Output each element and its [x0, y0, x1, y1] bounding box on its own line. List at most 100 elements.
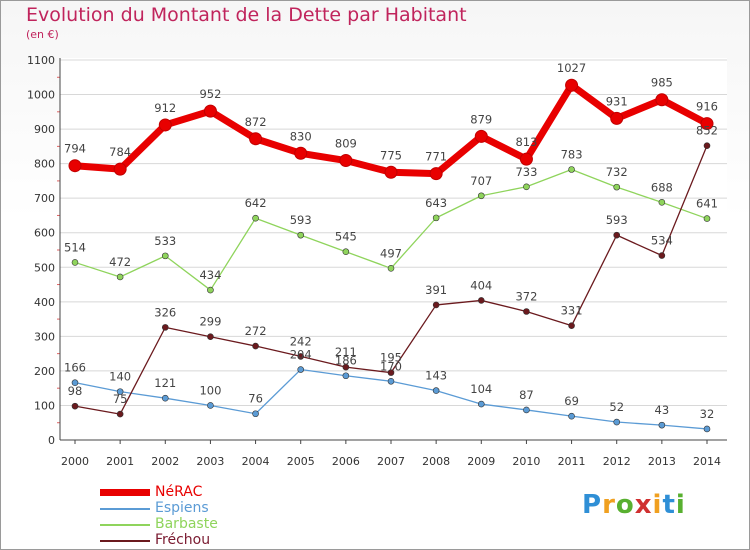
data-label-nerac-2002: 912	[154, 101, 176, 115]
y-tick-label-300: 300	[34, 330, 55, 343]
x-tick-label-2010: 2010	[512, 455, 540, 468]
data-point-espiens-2011	[568, 412, 575, 420]
data-label-barbaste-2008: 643	[425, 196, 447, 210]
data-label-frechou-2005: 242	[290, 334, 312, 348]
data-label-barbaste-2000: 514	[64, 240, 86, 254]
legend-swatch-frechou	[100, 540, 150, 542]
data-point-nerac-2001	[113, 162, 127, 176]
data-label-espiens-2005: 204	[290, 348, 312, 362]
data-point-frechou-2011	[568, 322, 575, 329]
data-label-espiens-2001: 140	[109, 370, 131, 384]
data-label-frechou-2003: 299	[199, 315, 221, 329]
legend-item-frechou: Fréchou	[100, 533, 300, 549]
data-point-espiens-2008	[432, 387, 440, 394]
data-label-barbaste-2006: 545	[335, 230, 357, 244]
proxiti-logo: Proxiti	[582, 490, 686, 520]
data-label-frechou-2011: 331	[561, 304, 583, 318]
data-point-espiens-2006	[342, 372, 350, 380]
data-label-frechou-2000: 98	[68, 384, 83, 398]
y-tick-label-700: 700	[34, 192, 55, 205]
data-label-nerac-2006: 809	[335, 137, 357, 151]
y-tick-label-1000: 1000	[27, 89, 55, 102]
x-tick-label-2004: 2004	[242, 455, 270, 468]
data-point-nerac-2011	[565, 78, 579, 92]
data-point-espiens-2001	[116, 388, 124, 395]
data-point-nerac-2006	[339, 154, 353, 168]
data-label-espiens-2000: 166	[64, 361, 86, 375]
logo-letter: t	[662, 490, 676, 520]
data-label-nerac-2005: 830	[290, 129, 312, 143]
data-label-barbaste-2014: 641	[696, 197, 718, 211]
data-point-nerac-2013	[655, 93, 669, 107]
data-point-nerac-2014	[700, 117, 714, 131]
data-label-frechou-2006: 211	[335, 345, 357, 359]
data-label-espiens-2004: 76	[248, 392, 263, 406]
data-point-barbaste-2008	[432, 214, 440, 222]
data-label-espiens-2006: 186	[335, 354, 357, 368]
data-label-nerac-2000: 794	[64, 142, 86, 156]
data-label-espiens-2003: 100	[199, 383, 221, 397]
data-point-frechou-2013	[658, 252, 666, 259]
data-label-espiens-2011: 69	[564, 394, 579, 408]
y-tick-label-500: 500	[34, 261, 55, 274]
data-point-nerac-2007	[384, 165, 398, 179]
data-label-espiens-2013: 43	[655, 403, 670, 417]
data-label-espiens-2014: 32	[700, 407, 715, 421]
y-tick-label-0: 0	[48, 434, 55, 447]
data-point-espiens-2013	[658, 421, 666, 429]
x-tick-label-2001: 2001	[106, 455, 134, 468]
data-point-frechou-2008	[432, 301, 440, 309]
legend-label-nerac: NéRAC	[155, 484, 203, 500]
data-point-barbaste-2013	[658, 199, 666, 206]
y-tick-label-400: 400	[34, 296, 55, 309]
data-label-nerac-2003: 952	[199, 87, 221, 101]
data-point-nerac-2004	[249, 132, 263, 146]
data-point-barbaste-2009	[477, 192, 485, 200]
data-point-nerac-2010	[519, 152, 533, 166]
data-point-nerac-2005	[294, 146, 308, 160]
data-point-frechou-2005	[297, 353, 305, 360]
data-point-barbaste-2000	[71, 259, 79, 266]
data-point-barbaste-2010	[523, 183, 530, 191]
data-point-frechou-2010	[523, 308, 530, 315]
logo-letter: P	[582, 490, 603, 520]
y-tick-label-800: 800	[34, 158, 55, 171]
data-label-barbaste-2003: 434	[199, 268, 221, 282]
data-label-frechou-2001: 75	[113, 392, 128, 406]
data-label-barbaste-2005: 593	[290, 213, 312, 227]
y-tick-label-900: 900	[34, 123, 55, 136]
data-label-nerac-2001: 784	[109, 145, 131, 159]
data-point-barbaste-2006	[342, 248, 350, 256]
x-tick-label-2008: 2008	[422, 455, 450, 468]
data-point-frechou-2001	[116, 410, 124, 418]
data-label-frechou-2007: 195	[380, 351, 402, 365]
data-point-nerac-2009	[474, 129, 488, 143]
x-tick-label-2000: 2000	[61, 455, 89, 468]
data-label-nerac-2007: 775	[380, 148, 402, 162]
data-label-frechou-2012: 593	[606, 213, 628, 227]
data-point-espiens-2009	[477, 400, 485, 408]
data-label-nerac-2010: 813	[515, 135, 537, 149]
data-label-espiens-2007: 170	[380, 359, 402, 373]
data-point-nerac-2008	[429, 167, 443, 181]
x-tick-label-2011: 2011	[558, 455, 586, 468]
data-label-frechou-2008: 391	[425, 283, 447, 297]
data-point-barbaste-2007	[387, 265, 395, 272]
legend-item-barbaste: Barbaste	[100, 517, 300, 533]
data-point-barbaste-2011	[568, 166, 575, 173]
x-tick-label-2006: 2006	[332, 455, 360, 468]
x-tick-label-2003: 2003	[196, 455, 224, 468]
legend-swatch-espiens	[100, 508, 150, 510]
data-point-nerac-2000	[68, 159, 82, 173]
data-label-barbaste-2001: 472	[109, 255, 131, 269]
data-point-espiens-2000	[71, 379, 79, 386]
data-point-frechou-2009	[477, 297, 485, 304]
data-point-frechou-2002	[161, 324, 169, 331]
data-label-frechou-2009: 404	[470, 278, 492, 292]
data-point-barbaste-2001	[116, 273, 124, 281]
data-label-barbaste-2011: 783	[561, 148, 583, 162]
x-tick-label-2012: 2012	[603, 455, 631, 468]
data-point-espiens-2007	[387, 377, 395, 385]
data-point-frechou-2000	[71, 402, 79, 410]
